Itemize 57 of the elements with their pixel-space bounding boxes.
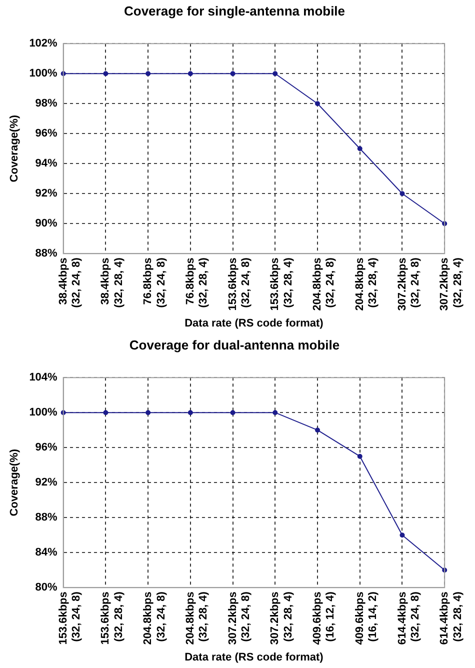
y-tick-label: 96% [35,128,58,140]
point [400,191,405,196]
point [103,71,108,76]
x-tick-label: 204.8kbps (32, 24, 8) [142,591,168,645]
x-tick-label: 307.2kbps (32, 24, 8) [226,591,252,645]
x-tick-label: 204.8kbps (32, 28, 4) [184,591,210,645]
point [315,428,320,433]
y-axis-title: Coverage(%) [8,114,21,182]
x-tick-label: 76.8kbps (32, 28, 4) [184,257,210,308]
x-tick-label: 614.4kbps (32, 28, 4) [438,591,464,645]
chart-title: Coverage for dual-antenna mobile [129,337,340,352]
point [188,71,193,76]
y-tick-label: 90% [35,218,58,230]
point [146,71,151,76]
y-tick-label: 92% [35,476,58,489]
x-tick-label: 409.6kbps (16, 14, 2) [354,591,380,645]
x-tick-label: 307.2kbps (32, 28, 4) [438,257,464,311]
y-tick-label: 98% [35,98,58,110]
y-tick-label: 100% [29,406,58,419]
y-tick-label: 88% [35,248,58,260]
point [357,454,362,459]
y-tick-label: 88% [35,512,58,524]
point [357,146,362,152]
x-tick-label: 614.4kbps (32, 24, 8) [396,591,422,645]
point [103,410,108,416]
x-tick-label: 409.6kbps (16, 12, 4) [312,591,337,645]
y-tick-label: 96% [35,442,58,454]
y-tick-label: 100% [29,68,58,80]
y-tick-label: 104% [29,372,58,384]
x-tick-label: 307.2kbps (32, 24, 8) [396,257,422,311]
x-tick-label: 204.8kbps (32, 28, 4) [354,257,380,311]
y-tick-label: 94% [35,158,58,170]
x-tick-label: 204.8kbps (32, 24, 8) [312,257,337,311]
point [272,71,278,76]
x-tick-label: 153.6kbps (32, 28, 4) [100,591,125,645]
point [230,71,236,76]
x-tick-label: 76.8kbps (32, 24, 8) [142,257,168,308]
x-tick-label: 38.4kbps (32, 28, 4) [100,257,125,308]
x-tick-label: 153.6kbps (32, 24, 8) [57,591,83,645]
point [400,532,405,538]
y-tick-label: 80% [35,582,58,594]
y-tick-label: 102% [29,38,58,50]
point [188,410,193,416]
point [315,101,320,106]
y-axis-title: Coverage(%) [8,448,21,516]
x-tick-label: 153.6kbps (32, 24, 8) [226,257,252,311]
x-tick-label: 307.2kbps (32, 28, 4) [269,591,294,645]
y-tick-label: 84% [35,546,58,559]
x-tick-label: 153.6kbps (32, 28, 4) [269,257,294,311]
x-tick-label: 38.4kbps (32, 24, 8) [57,257,83,308]
x-axis-title: Data rate (RS code format) [184,317,324,330]
y-tick-label: 92% [35,188,58,200]
x-axis-title: Data rate (RS code format) [184,651,324,664]
chart-title: Coverage for single-antenna mobile [124,3,346,18]
point [146,410,151,416]
point [230,410,236,416]
point [272,410,278,416]
